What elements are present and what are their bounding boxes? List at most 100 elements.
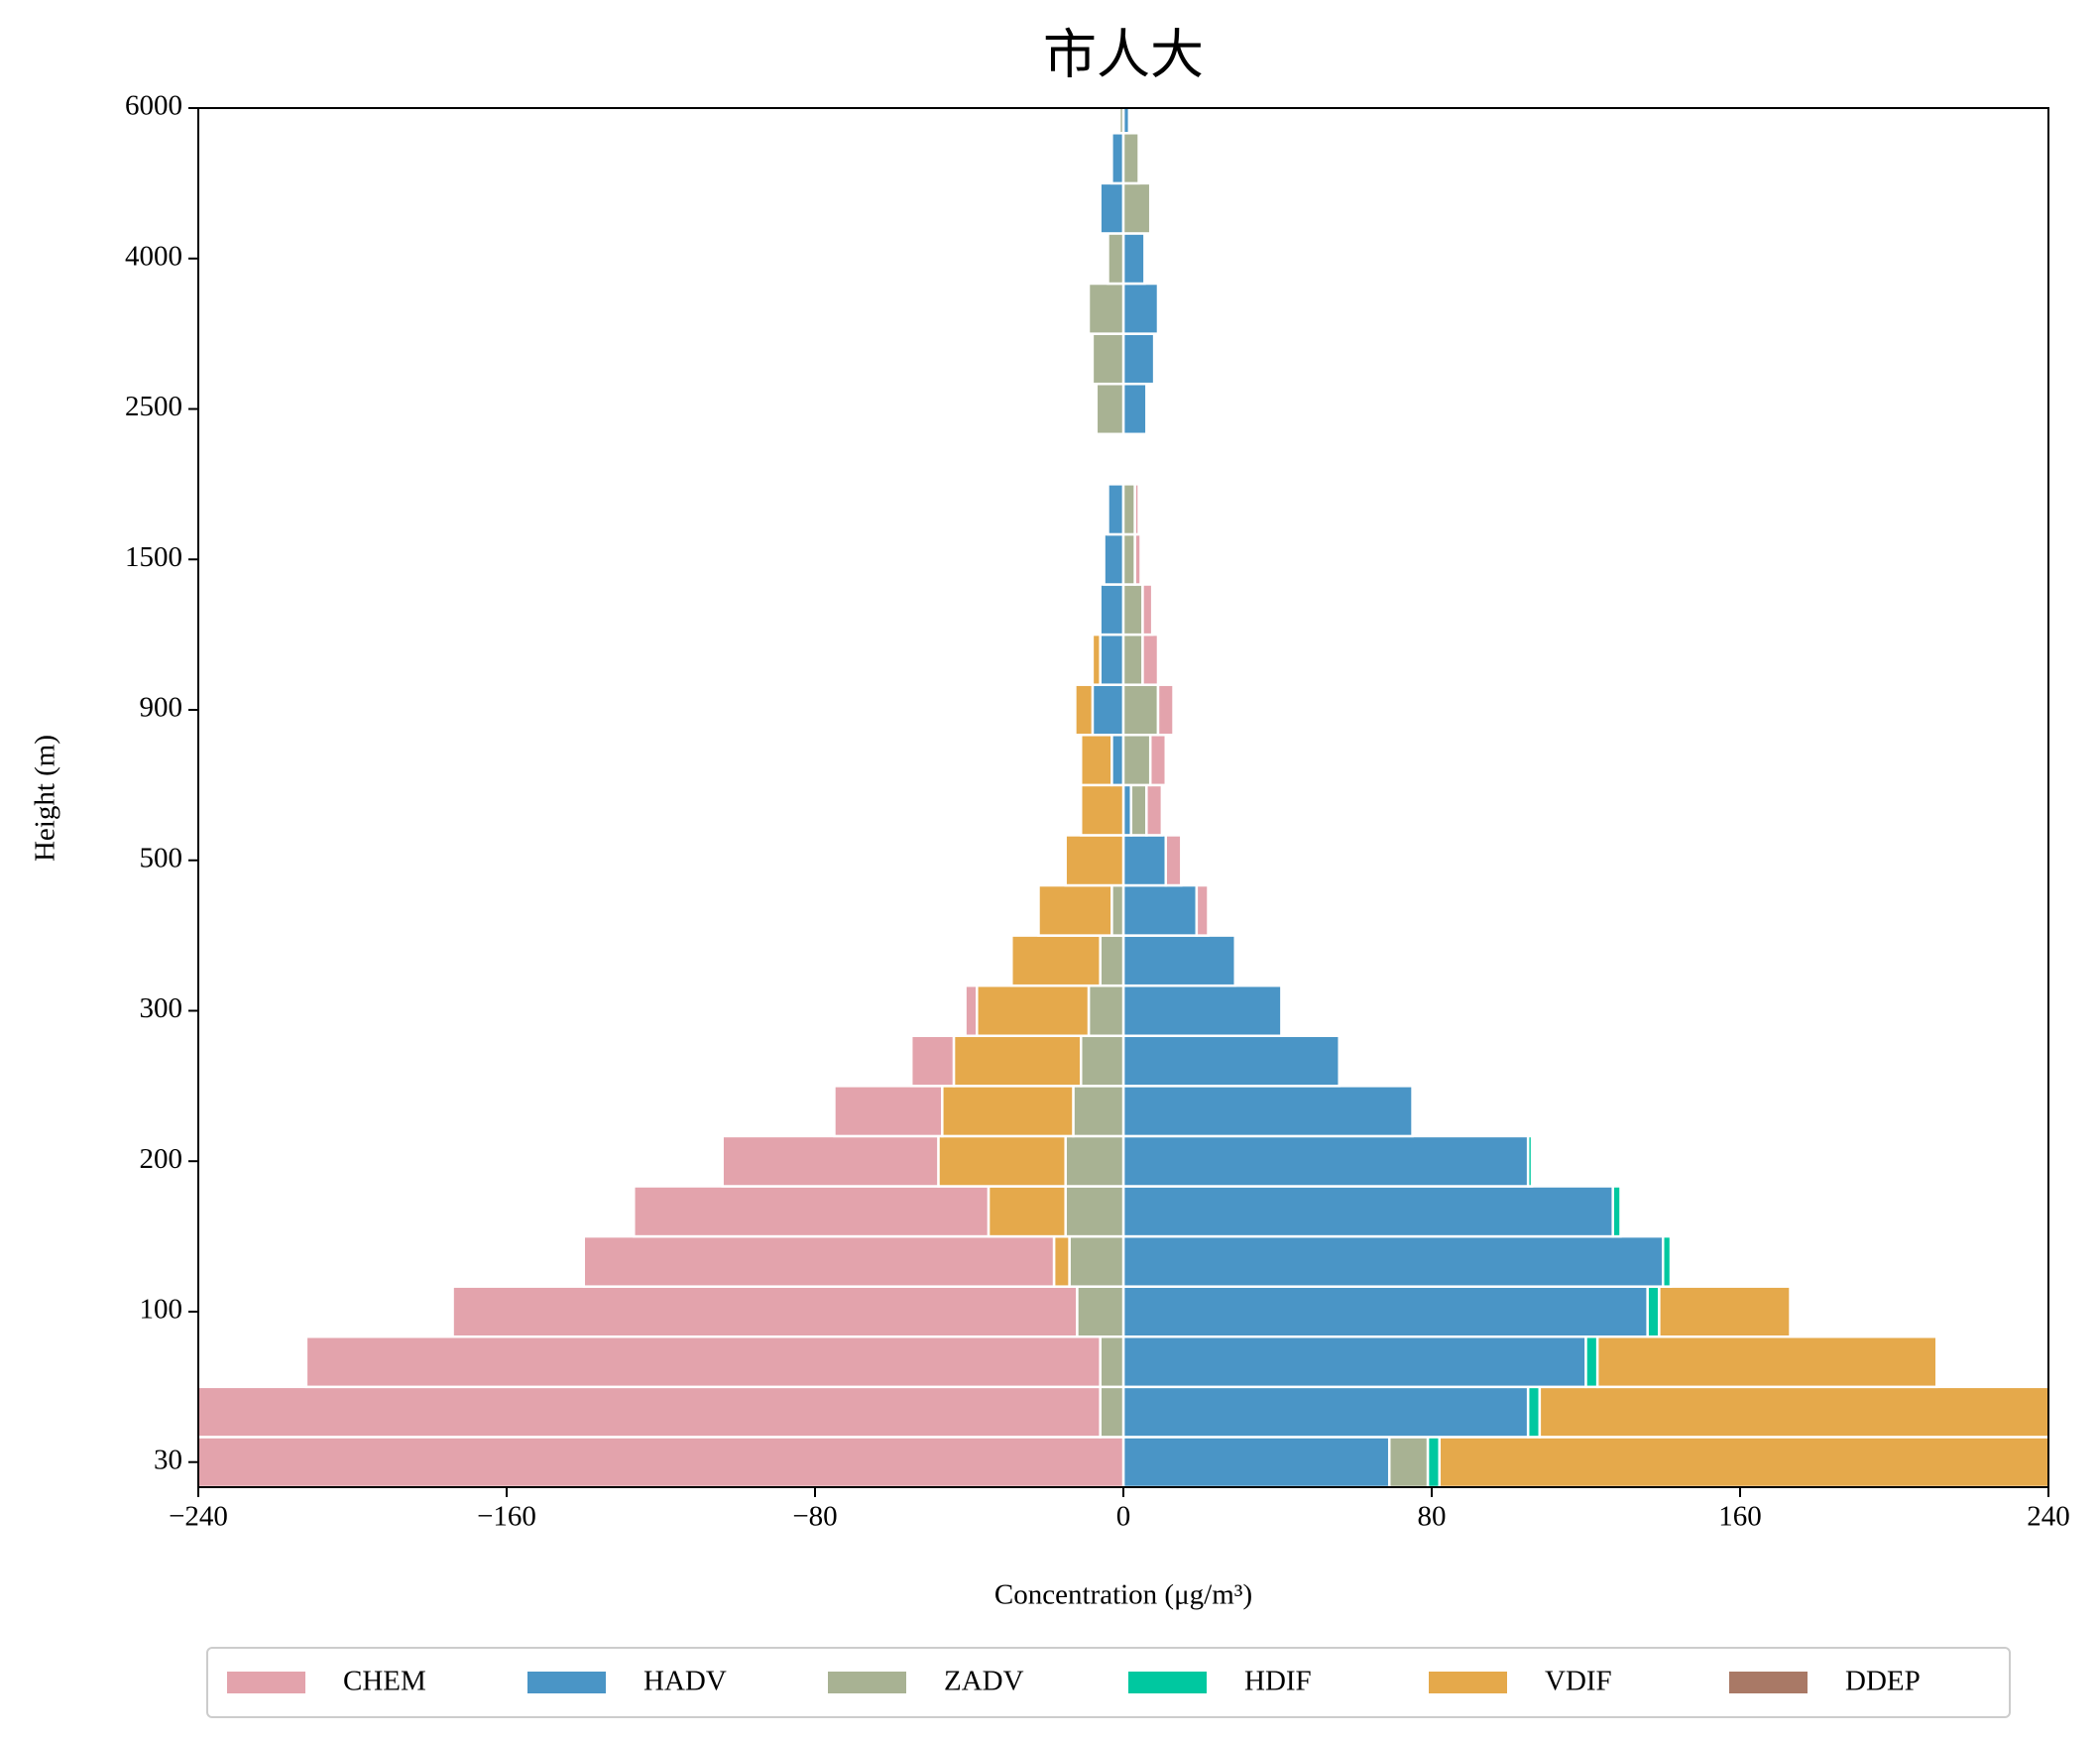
- bar-segment: [1121, 984, 1283, 1038]
- x-axis-label: Concentration (μg/m³): [994, 1579, 1252, 1611]
- plot-area: [198, 108, 2048, 1487]
- bar-segment: [1099, 633, 1125, 686]
- bar-segment: [198, 1436, 1125, 1487]
- legend-swatch: [227, 1672, 305, 1693]
- bar-segment: [198, 1385, 1102, 1439]
- bar-segment: [721, 1134, 940, 1188]
- bar-segment: [1141, 583, 1154, 637]
- bar-segment: [1103, 532, 1125, 586]
- bar-segment: [1110, 734, 1125, 787]
- bar-segment: [1095, 382, 1125, 436]
- bar-segment: [1141, 633, 1160, 686]
- bar-segment: [1121, 1285, 1649, 1338]
- y-tick-label: 100: [140, 1294, 183, 1326]
- x-tick-label: 0: [1116, 1501, 1131, 1533]
- bar-segment: [833, 1085, 944, 1138]
- bar-segment: [1099, 1385, 1125, 1439]
- bar-segment: [1121, 232, 1146, 286]
- bar-segment: [633, 1185, 991, 1238]
- bar-segment: [1099, 1335, 1125, 1389]
- y-tick-label: 2500: [125, 391, 182, 422]
- bar-segment: [1099, 583, 1125, 637]
- bar-segment: [1107, 483, 1125, 536]
- legend-label: DDEP: [1845, 1666, 1921, 1697]
- bar-segment: [1133, 532, 1142, 586]
- bar-segment: [1121, 181, 1152, 235]
- y-tick-label: 300: [140, 992, 183, 1024]
- bar-segment: [1121, 1134, 1530, 1188]
- bar-segment: [1584, 1335, 1599, 1389]
- bar-segment: [1068, 1234, 1125, 1288]
- y-tick-label: 1500: [125, 541, 182, 573]
- bar-segment: [1526, 1134, 1534, 1188]
- bar-segment: [1121, 934, 1236, 987]
- bar-segment: [1091, 332, 1125, 386]
- bar-segment: [1438, 1436, 2048, 1487]
- bar-segment: [964, 984, 979, 1038]
- bar-segment: [1121, 1234, 1665, 1288]
- y-axis-label: Height (m): [30, 735, 61, 862]
- y-tick-label: 4000: [125, 240, 182, 272]
- bar-segment: [1064, 1134, 1125, 1188]
- bar-segment: [1121, 734, 1152, 787]
- bar-segment: [1121, 332, 1156, 386]
- bar-segment: [1087, 282, 1125, 335]
- legend: [206, 1647, 2011, 1718]
- bar-segment: [304, 1335, 1102, 1389]
- bar-segment: [1121, 1085, 1414, 1138]
- bar-segment: [1121, 282, 1160, 335]
- bar-segment: [1426, 1436, 1442, 1487]
- bar-segment: [1121, 132, 1140, 185]
- x-tick-label: 80: [1418, 1501, 1447, 1533]
- bar-segment: [1087, 984, 1125, 1038]
- bar-segment: [1121, 1335, 1587, 1389]
- y-tick-label: 30: [154, 1444, 182, 1475]
- x-tick-label: −240: [169, 1501, 228, 1533]
- bar-segment: [1133, 483, 1140, 536]
- chart-title: 市人大: [1043, 25, 1204, 84]
- y-tick-label: 6000: [125, 90, 182, 122]
- bar-segment: [451, 1285, 1079, 1338]
- legend-swatch: [828, 1672, 906, 1693]
- bar-segment: [1091, 633, 1102, 686]
- bar-segment: [1121, 532, 1136, 586]
- bar-segment: [1121, 834, 1168, 887]
- y-tick-label: 900: [140, 692, 183, 724]
- bar-segment: [1074, 683, 1095, 737]
- bar-segment: [1129, 783, 1148, 837]
- legend-swatch: [1128, 1672, 1207, 1693]
- bar-segment: [976, 984, 1091, 1038]
- x-tick-label: −80: [792, 1501, 837, 1533]
- bar-segment: [1121, 1436, 1391, 1487]
- bar-segment: [1611, 1185, 1622, 1238]
- bar-segment: [1079, 1034, 1125, 1088]
- legend-swatch: [527, 1672, 606, 1693]
- bar-segment: [1076, 1285, 1125, 1338]
- bar-segment: [1121, 883, 1199, 937]
- bar-segment: [1662, 1234, 1673, 1288]
- bar-segment: [941, 1085, 1075, 1138]
- bar-segment: [1064, 1185, 1125, 1238]
- bar-segment: [1110, 883, 1125, 937]
- bar-segment: [1121, 483, 1136, 536]
- legend-label: CHEM: [343, 1666, 426, 1697]
- bar-segment: [1121, 583, 1144, 637]
- bar-segment: [937, 1134, 1067, 1188]
- legend-label: VDIF: [1545, 1666, 1612, 1697]
- bar-segment: [1110, 132, 1125, 185]
- bar-segment: [1121, 683, 1160, 737]
- legend-label: HDIF: [1244, 1666, 1312, 1697]
- bar-segment: [1148, 734, 1168, 787]
- bar-segment: [1121, 108, 1131, 135]
- bar-segment: [1099, 181, 1125, 235]
- bar-segment: [1156, 683, 1175, 737]
- legend-swatch: [1429, 1672, 1507, 1693]
- bar-segment: [1091, 683, 1125, 737]
- x-tick-label: 240: [2027, 1501, 2070, 1533]
- bar-segment: [1072, 1085, 1125, 1138]
- bar-segment: [909, 1034, 956, 1088]
- bar-segment: [1195, 883, 1210, 937]
- bar-segment: [1538, 1385, 2048, 1439]
- x-tick-label: 160: [1718, 1501, 1762, 1533]
